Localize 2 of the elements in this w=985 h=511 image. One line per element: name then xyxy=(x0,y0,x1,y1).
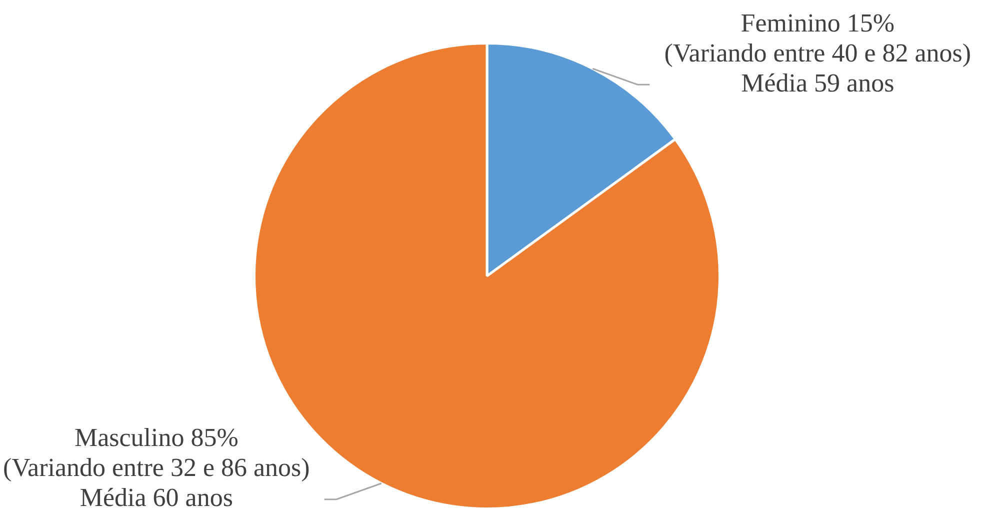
slice-label: Masculino 85% (Variando entre 32 e 86 anos) Média 60 anos xyxy=(2,423,310,511)
slice-label: Feminino 15% (Variando entre 40 e 82 anos) Média 59 anos xyxy=(664,8,972,98)
